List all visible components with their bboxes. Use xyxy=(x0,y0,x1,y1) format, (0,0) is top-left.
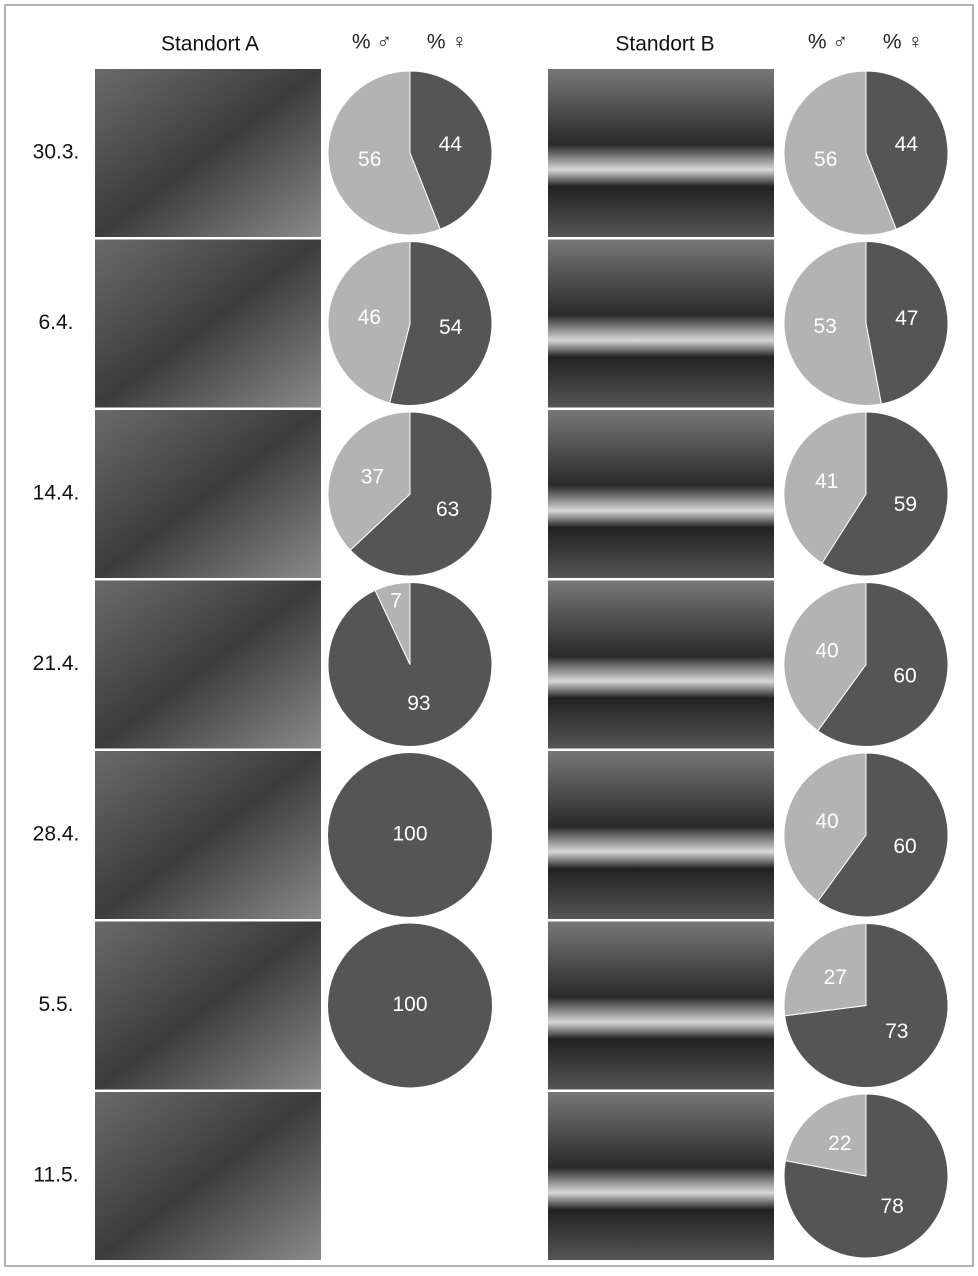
site-photo xyxy=(548,922,774,1090)
pie-label: 100 xyxy=(392,823,427,846)
pie-label: 40 xyxy=(815,639,838,662)
pie-label: 100 xyxy=(392,993,427,1016)
site-photo xyxy=(95,410,321,578)
pie-label: 73 xyxy=(885,1020,908,1043)
pie-label: 59 xyxy=(894,493,917,516)
site-photo xyxy=(548,240,774,408)
site-title: Standort A xyxy=(161,33,259,56)
legend-label: % ♂ xyxy=(808,31,848,54)
site-photo xyxy=(95,240,321,408)
legend-label: % ♀ xyxy=(883,31,923,54)
date-label: 6.4. xyxy=(38,311,73,334)
date-label: 28.4. xyxy=(33,823,80,846)
site-photo xyxy=(548,751,774,919)
pie-label: 44 xyxy=(895,133,919,156)
pie-label: 46 xyxy=(358,306,381,329)
date-label: 5.5. xyxy=(38,993,73,1016)
site-photo xyxy=(95,751,321,919)
date-label: 14.4. xyxy=(33,482,80,505)
pie-label: 78 xyxy=(880,1195,903,1218)
pie-label: 56 xyxy=(814,148,837,171)
pie-label: 22 xyxy=(828,1132,851,1155)
pie-label: 7 xyxy=(390,590,402,613)
pie-label: 47 xyxy=(895,307,918,330)
pie-label: 93 xyxy=(407,692,430,715)
figure: 30.3. 6.4. 14.4. 21.4. 28.4. 5.5. 11.5. Standor… xyxy=(0,0,978,1271)
pie-label: 37 xyxy=(361,465,384,488)
site-photo xyxy=(95,1092,321,1260)
date-label: 21.4. xyxy=(33,652,80,675)
site-photo xyxy=(548,410,774,578)
pie-label: 27 xyxy=(824,966,847,989)
pie-label: 60 xyxy=(893,835,916,858)
pie-label: 56 xyxy=(358,148,381,171)
site-photo xyxy=(95,581,321,749)
site-photo xyxy=(95,69,321,237)
pie-label: 54 xyxy=(439,316,463,339)
pie-label: 44 xyxy=(439,133,463,156)
pie-label: 63 xyxy=(436,498,459,521)
site-photo xyxy=(548,1092,774,1260)
legend-label: % ♀ xyxy=(427,31,467,54)
site-photo xyxy=(548,581,774,749)
site-title: Standort B xyxy=(615,33,714,56)
pie-label: 41 xyxy=(815,470,838,493)
date-label: 11.5. xyxy=(33,1164,78,1187)
pie-label: 60 xyxy=(893,665,916,688)
site-photo xyxy=(95,922,321,1090)
date-label: 30.3. xyxy=(33,141,80,164)
legend-label: % ♂ xyxy=(352,31,392,54)
site-photo xyxy=(548,69,774,237)
pie-label: 40 xyxy=(815,810,838,833)
pie-label: 53 xyxy=(814,315,837,338)
